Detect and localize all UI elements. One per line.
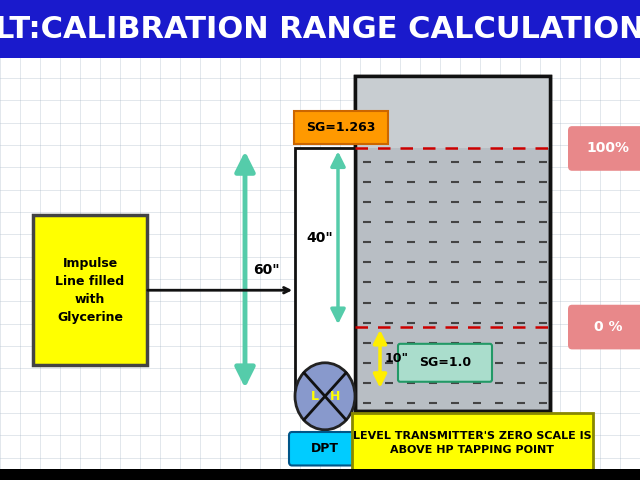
Text: 60": 60": [253, 263, 280, 276]
FancyBboxPatch shape: [33, 216, 147, 365]
Text: SG=1.263: SG=1.263: [307, 121, 376, 134]
Text: 0 %: 0 %: [594, 320, 622, 334]
FancyBboxPatch shape: [0, 469, 640, 480]
FancyBboxPatch shape: [295, 148, 355, 391]
FancyBboxPatch shape: [0, 0, 640, 58]
Circle shape: [295, 363, 355, 430]
Text: 100%: 100%: [586, 142, 630, 156]
FancyBboxPatch shape: [352, 413, 593, 473]
FancyBboxPatch shape: [355, 76, 550, 148]
FancyBboxPatch shape: [568, 126, 640, 171]
Text: LEVEL TRANSMITTER'S ZERO SCALE IS
ABOVE HP TAPPING POINT: LEVEL TRANSMITTER'S ZERO SCALE IS ABOVE …: [353, 431, 592, 455]
Text: LT:CALIBRATION RANGE CALCULATION: LT:CALIBRATION RANGE CALCULATION: [0, 14, 640, 44]
FancyBboxPatch shape: [568, 305, 640, 349]
Text: H: H: [330, 390, 340, 403]
FancyBboxPatch shape: [0, 56, 640, 480]
Text: 40": 40": [307, 231, 333, 245]
FancyBboxPatch shape: [289, 432, 361, 466]
Text: Impulse
Line filled
with
Glycerine: Impulse Line filled with Glycerine: [56, 257, 125, 324]
Text: DPT: DPT: [311, 442, 339, 455]
Text: 10": 10": [385, 352, 409, 365]
FancyBboxPatch shape: [355, 76, 550, 411]
FancyBboxPatch shape: [398, 344, 492, 382]
FancyBboxPatch shape: [294, 110, 388, 144]
Text: L: L: [311, 390, 319, 403]
Text: SG=1.0: SG=1.0: [419, 356, 471, 369]
